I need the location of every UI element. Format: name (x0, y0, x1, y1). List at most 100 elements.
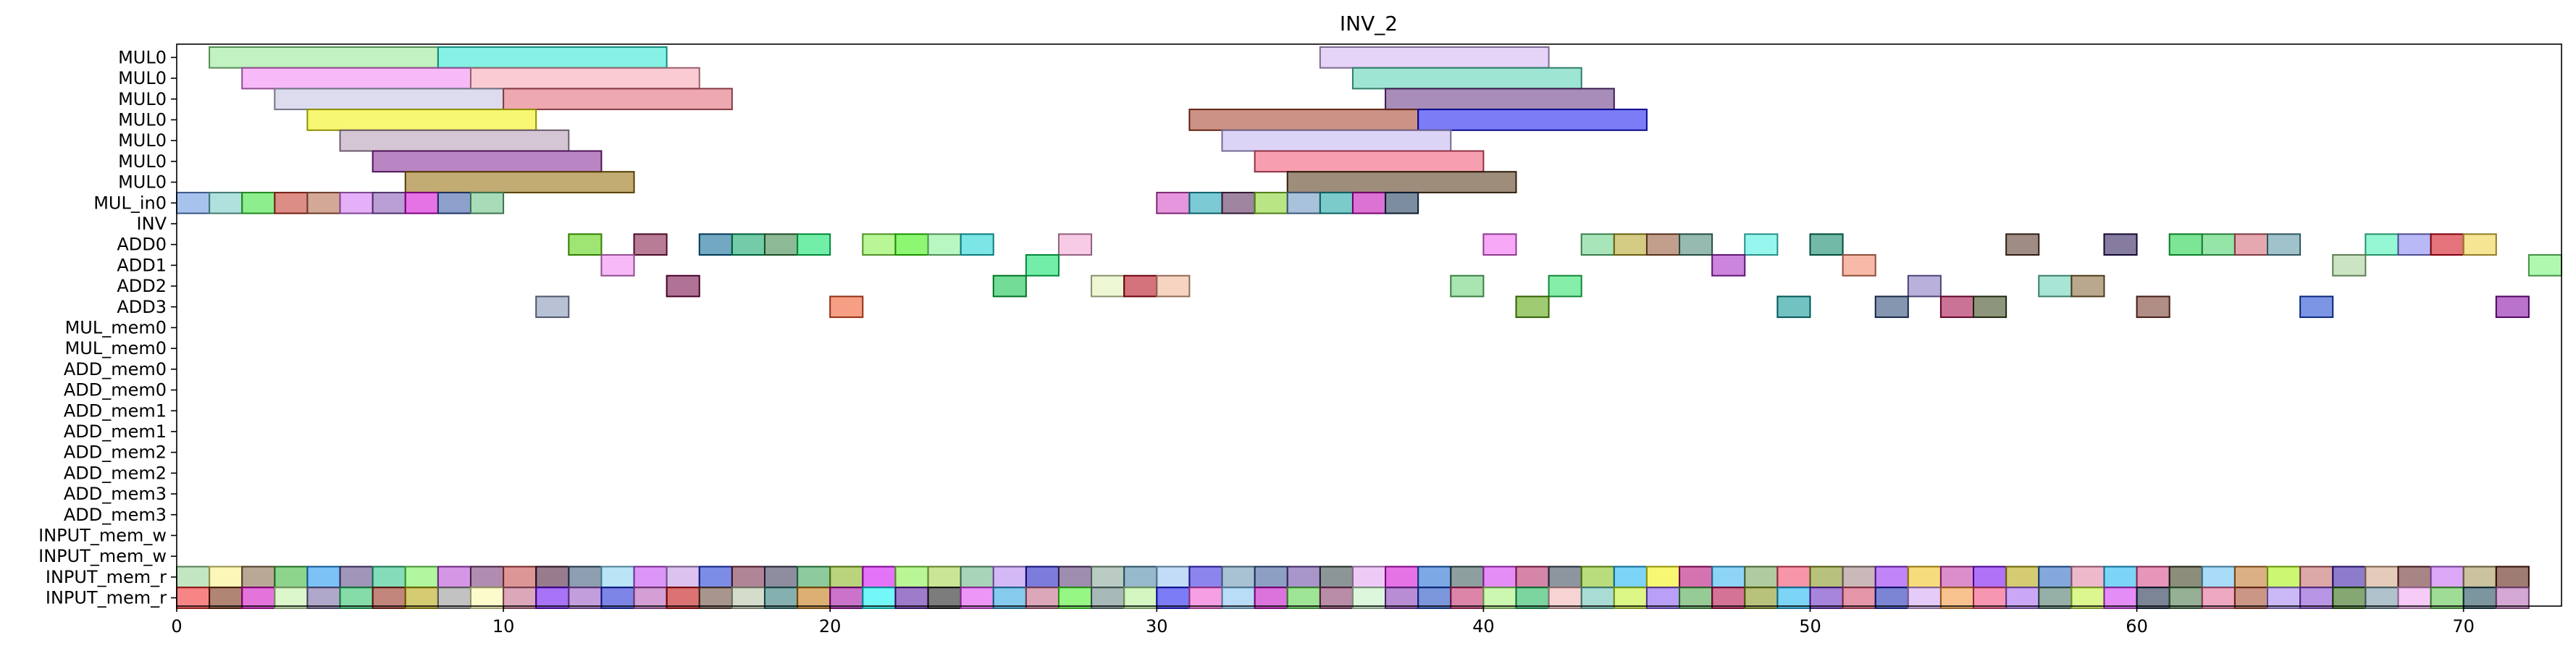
mem-cell (2462, 587, 2497, 609)
mem-cell (535, 587, 570, 609)
mem-cell (437, 587, 471, 609)
mem-cell (1874, 566, 1909, 589)
row-label: INPUT_mem_r (46, 567, 167, 587)
mem-cell (339, 587, 374, 609)
task-bar (1351, 67, 1582, 90)
task-bar (176, 191, 211, 214)
task-bar (1450, 274, 1485, 298)
row-label: ADD3 (117, 297, 167, 317)
mem-cell (1351, 587, 1387, 609)
mem-cell (437, 566, 471, 589)
mem-cell (927, 566, 962, 589)
mem-cell (2397, 566, 2432, 589)
mem-cell (404, 566, 439, 589)
row-label: MUL0 (118, 172, 167, 193)
mem-cell (1450, 566, 1485, 589)
mem-cell (1385, 587, 1419, 609)
task-bar (1711, 254, 1746, 277)
mem-cell (2495, 587, 2530, 609)
task-bar (2527, 254, 2562, 277)
mem-cell (600, 587, 635, 609)
mem-cell (2071, 587, 2105, 609)
task-bar (1907, 274, 1942, 298)
mem-cell (1548, 587, 1582, 609)
mem-cell (2299, 587, 2334, 609)
task-bar (1645, 233, 1681, 256)
row-label: ADD_mem2 (64, 463, 167, 483)
task-bar (829, 295, 864, 319)
task-bar (1548, 274, 1582, 298)
x-tick-label: 60 (2126, 616, 2148, 637)
task-bar (535, 295, 570, 319)
task-bar (372, 191, 406, 214)
mem-cell (2267, 566, 2302, 589)
mem-cell (535, 566, 570, 589)
mem-cell (241, 566, 276, 589)
mem-cell (1515, 566, 1550, 589)
mem-cell (1580, 587, 1615, 609)
mem-cell (862, 587, 897, 609)
task-bar (1221, 129, 1452, 152)
x-tick-label: 10 (492, 616, 515, 637)
row-label: MUL0 (118, 89, 167, 109)
task-bar (1123, 274, 1158, 298)
mem-cell (1613, 566, 1648, 589)
task-bar (1842, 254, 1876, 277)
mem-cell (2365, 587, 2399, 609)
mem-cell (2005, 587, 2040, 609)
mem-cell (829, 566, 864, 589)
task-bar (763, 233, 799, 256)
row-label: MUL_mem0 (65, 317, 167, 337)
mem-cell (209, 587, 243, 609)
mem-cell (503, 587, 537, 609)
task-bar (1515, 295, 1550, 319)
mem-cell (600, 566, 635, 589)
mem-cell (2136, 587, 2170, 609)
task-bar (2038, 274, 2073, 298)
row-label: INPUT_mem_w (38, 546, 167, 566)
mem-cell (1744, 566, 1779, 589)
mem-cell (698, 566, 733, 589)
mem-cell (1417, 587, 1452, 609)
task-bar (503, 88, 733, 111)
row-label: MUL0 (118, 130, 167, 151)
task-bar (1679, 233, 1713, 256)
mem-cell (1123, 587, 1158, 609)
task-bar (404, 171, 635, 193)
mem-cell (1939, 587, 1975, 609)
mem-cell (469, 587, 505, 609)
x-tick-label: 40 (1472, 616, 1495, 637)
mem-cell (2103, 566, 2138, 589)
task-bar (1809, 233, 1844, 256)
mem-cell (1679, 587, 1713, 609)
mem-cell (241, 587, 276, 609)
mem-cell (763, 566, 799, 589)
task-bar (1874, 295, 1909, 319)
mem-cell (1907, 566, 1942, 589)
x-axis: 0 10 20 30 40 50 60 70 (171, 606, 2475, 637)
task-bar (1188, 109, 1419, 131)
mem-cell (960, 566, 994, 589)
task-bar (1776, 295, 1811, 319)
row-label: INV (137, 214, 167, 234)
mem-cell (1188, 566, 1223, 589)
mem-cell (2332, 587, 2367, 609)
row-label: MUL_in0 (93, 193, 167, 213)
mem-cell (2233, 566, 2269, 589)
x-tick-label: 50 (1799, 616, 1821, 637)
mem-cell (2332, 566, 2367, 589)
mem-cell (2430, 587, 2464, 609)
row-label: ADD_mem3 (64, 505, 167, 525)
mem-cell (1548, 566, 1582, 589)
mem-cell (763, 587, 799, 609)
task-bar (306, 191, 341, 214)
task-bar (1221, 191, 1256, 214)
mem-cell (698, 587, 733, 609)
task-bar (2462, 233, 2497, 256)
task-bar (1973, 295, 2007, 319)
mem-cell (1580, 566, 1615, 589)
mem-cell (274, 587, 309, 609)
mem-cell (2495, 566, 2530, 589)
mem-cell (992, 566, 1027, 589)
task-bar (666, 274, 700, 298)
